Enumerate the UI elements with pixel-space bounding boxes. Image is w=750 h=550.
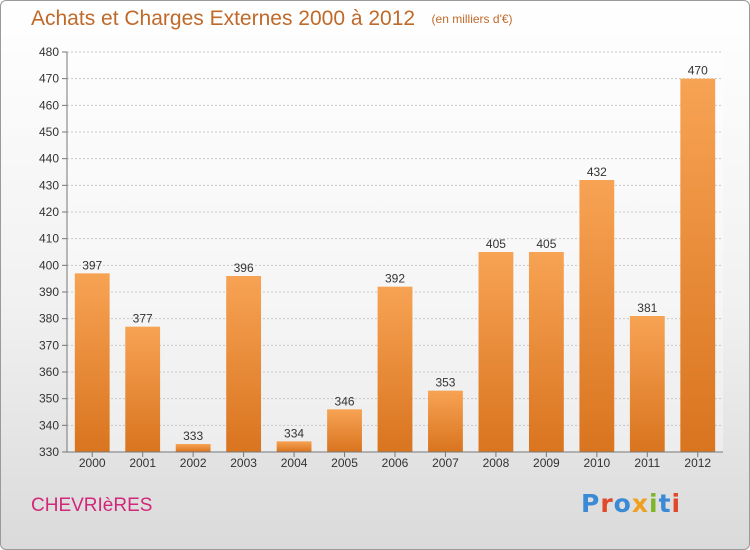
x-tick-label-2000: 2000 (79, 456, 106, 470)
bar-2000 (74, 273, 110, 452)
bar-2009 (528, 252, 564, 452)
y-tick-label: 410 (39, 232, 59, 246)
y-tick-label: 340 (39, 418, 59, 432)
x-tick-label-2008: 2008 (483, 456, 510, 470)
x-tick-label-2010: 2010 (583, 456, 610, 470)
data-label-2000: 397 (82, 258, 102, 272)
bar-2005 (327, 409, 362, 452)
y-tick-label: 400 (39, 258, 59, 272)
y-tick-label: 360 (39, 365, 59, 379)
bars-layer: 397 377 333 396 334 346 392 353 405 405 432 381 470 (74, 64, 716, 453)
data-label-2012: 470 (688, 64, 708, 78)
x-tick-label-2007: 2007 (432, 456, 459, 470)
bar-2012 (680, 78, 716, 453)
bar-2006 (377, 286, 413, 452)
proxiti-logo: Proxiti (581, 489, 681, 518)
y-tick-label: 480 (39, 45, 59, 59)
bar-2010 (579, 180, 615, 452)
y-tick-label: 420 (39, 205, 59, 219)
data-label-2006: 392 (385, 272, 405, 286)
y-tick-label: 430 (39, 178, 59, 192)
y-tick-label: 380 (39, 312, 59, 326)
data-label-2009: 405 (536, 237, 556, 251)
x-tick-label-2001: 2001 (129, 456, 156, 470)
logo-letter: t (658, 489, 672, 518)
axis-layer: 330 340 350 360 370 380 390 400 410 420 430 440 450 4… (39, 45, 723, 470)
chart-unit: (en milliers d'€) (431, 12, 513, 26)
bar-2007 (428, 390, 463, 452)
y-tick-label: 370 (39, 338, 59, 352)
logo-letter: o (613, 489, 632, 518)
x-tick-label-2004: 2004 (281, 456, 308, 470)
x-tick-label-2009: 2009 (533, 456, 560, 470)
y-tick-label: 470 (39, 72, 59, 86)
y-tick-label: 350 (39, 392, 59, 406)
x-tick-label-2012: 2012 (684, 456, 711, 470)
x-tick-label-2003: 2003 (230, 456, 257, 470)
logo-letter: i (649, 489, 659, 518)
logo-letter: x (631, 489, 649, 518)
data-label-2007: 353 (435, 376, 455, 390)
y-tick-label: 330 (39, 445, 59, 459)
logo-letter: r (600, 489, 614, 518)
bar-2001 (125, 326, 161, 452)
chart-title-block: Achats et Charges Externes 2000 à 2012 (… (31, 7, 513, 31)
data-label-2001: 377 (133, 312, 153, 326)
bar-2008 (478, 252, 514, 452)
data-label-2005: 346 (335, 394, 355, 408)
data-label-2011: 381 (637, 301, 657, 315)
bar-2011 (629, 316, 665, 452)
bar-2004 (276, 441, 312, 452)
bar-2003 (226, 276, 262, 452)
x-tick-label-2011: 2011 (634, 456, 660, 470)
logo-letter: i (671, 489, 682, 518)
data-label-2003: 396 (234, 261, 254, 275)
y-tick-label: 460 (39, 98, 59, 112)
x-tick-label-2006: 2006 (382, 456, 409, 470)
place-name: CHEVRIèRES (31, 495, 153, 516)
data-label-2002: 333 (183, 429, 203, 443)
x-tick-label-2002: 2002 (180, 456, 207, 470)
bar-2002 (175, 444, 211, 452)
data-label-2010: 432 (587, 165, 607, 179)
y-tick-label: 390 (39, 285, 59, 299)
data-label-2008: 405 (486, 237, 506, 251)
data-label-2004: 334 (284, 426, 304, 440)
y-tick-label: 440 (39, 152, 59, 166)
x-tick-label-2005: 2005 (331, 456, 358, 470)
logo-letter: P (581, 489, 601, 518)
y-tick-label: 450 (39, 125, 59, 139)
chart-title: Achats et Charges Externes 2000 à 2012 (31, 7, 416, 30)
